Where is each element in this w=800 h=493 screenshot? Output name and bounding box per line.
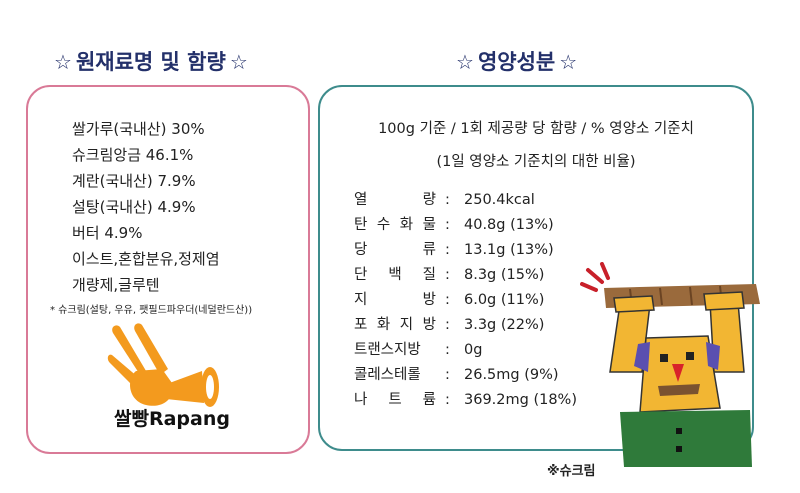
nutrient-value: 369.2mg (18%) xyxy=(464,392,577,408)
label-char: 수 xyxy=(376,217,391,233)
label-char: 륨 xyxy=(422,392,436,408)
nutrient-value: 250.4kcal xyxy=(464,192,535,208)
list-item: 계란(국내산) 7.9% xyxy=(72,172,196,190)
colon: : xyxy=(445,342,450,358)
label-char: 화 xyxy=(376,317,391,333)
label-char: 나 xyxy=(354,392,368,408)
mascot-caption: ※슈크림 xyxy=(547,464,596,479)
label-char: 포 xyxy=(354,317,368,333)
colon: : xyxy=(445,267,450,283)
label-char: 방 xyxy=(422,292,436,308)
label-char: 화 xyxy=(399,217,414,233)
nutrient-label: 포 화 지 방 xyxy=(354,313,436,338)
list-item: 슈크림앙금 46.1% xyxy=(72,146,194,164)
label-char: 백 xyxy=(388,267,402,283)
nutrient-label: 지 방 xyxy=(354,288,436,313)
list-item: 버터 4.9% xyxy=(72,224,143,242)
colon: : xyxy=(445,367,450,383)
colon: : xyxy=(445,242,450,258)
nutrient-value: 0g xyxy=(464,342,483,358)
colon: : xyxy=(445,317,450,333)
colon: : xyxy=(445,292,450,308)
label-char: 탄 xyxy=(354,217,368,233)
label-char: 지 xyxy=(354,292,368,308)
nutrient-value: 26.5mg (9%) xyxy=(464,367,559,383)
nutrient-label: 탄 수 화 물 xyxy=(354,213,436,238)
nutrition-heading-text: 영양성분 xyxy=(477,50,556,74)
star-icon: ☆ xyxy=(54,50,72,74)
star-icon: ☆ xyxy=(456,50,474,74)
nutrient-label: 당 류 xyxy=(354,238,436,263)
nutrient-label: 나 트 륨 xyxy=(354,388,436,413)
ingredients-heading: ☆ 원재료명 및 함량 ☆ xyxy=(50,46,252,76)
nutrient-value: 13.1g (13%) xyxy=(464,242,554,258)
label-char: 트 xyxy=(388,392,402,408)
nutrient-value: 8.3g (15%) xyxy=(464,267,545,283)
colon: : xyxy=(445,217,450,233)
list-item: 쌀가루(국내산) 30% xyxy=(72,120,205,138)
label-char: 방 xyxy=(422,317,436,333)
label-char: 지 xyxy=(399,317,414,333)
star-icon: ☆ xyxy=(229,50,248,74)
ingredients-list: 쌀가루(국내산) 30% 슈크림앙금 46.1% 계란(국내산) 7.9% 설탕… xyxy=(72,116,220,298)
list-item: 이스트,혼합분유,정제염 xyxy=(72,250,220,268)
label-char: 당 xyxy=(354,242,368,258)
colon: : xyxy=(445,392,450,408)
nutrient-value: 3.3g (22%) xyxy=(464,317,545,333)
nutrient-label: 콜레스테롤 xyxy=(354,367,421,383)
nutrient-value: 40.8g (13%) xyxy=(464,217,554,233)
label-char: 량 xyxy=(422,192,436,208)
nutrition-heading: ☆ 영양성분 ☆ xyxy=(452,46,581,76)
ingredients-panel: 쌀가루(국내산) 30% 슈크림앙금 46.1% 계란(국내산) 7.9% 설탕… xyxy=(26,85,310,454)
nutrition-basis: 100g 기준 / 1회 제공량 당 함량 / % 영양소 기준치 xyxy=(378,121,694,137)
star-icon: ☆ xyxy=(559,50,578,74)
rapang-logo-icon xyxy=(107,323,219,407)
label-char: 물 xyxy=(422,217,436,233)
colon: : xyxy=(445,192,450,208)
label-char: 질 xyxy=(422,267,436,283)
list-item: 설탕(국내산) 4.9% xyxy=(72,198,196,216)
label-char: 열 xyxy=(354,192,368,208)
label-char: 류 xyxy=(422,242,436,258)
brand-logo-text: 쌀빵Rapang xyxy=(114,408,230,430)
ingredients-footnote: * 슈크림(설탕, 우유, 팻필드파우더(네덜란드산)) xyxy=(50,305,253,316)
nutrient-label: 단 백 질 xyxy=(354,263,436,288)
list-item: 개량제,글루텐 xyxy=(72,276,160,294)
nutrient-value: 6.0g (11%) xyxy=(464,292,545,308)
nutrient-label: 열 량 xyxy=(354,188,436,213)
label-char: 단 xyxy=(354,267,368,283)
nutrient-label: 트랜스지방 xyxy=(354,342,421,358)
mascot-character-icon xyxy=(580,262,760,467)
ingredients-heading-text: 원재료명 및 함량 xyxy=(75,50,226,74)
nutrition-basis-note: (1일 영양소 기준치의 대한 비율) xyxy=(436,154,636,170)
